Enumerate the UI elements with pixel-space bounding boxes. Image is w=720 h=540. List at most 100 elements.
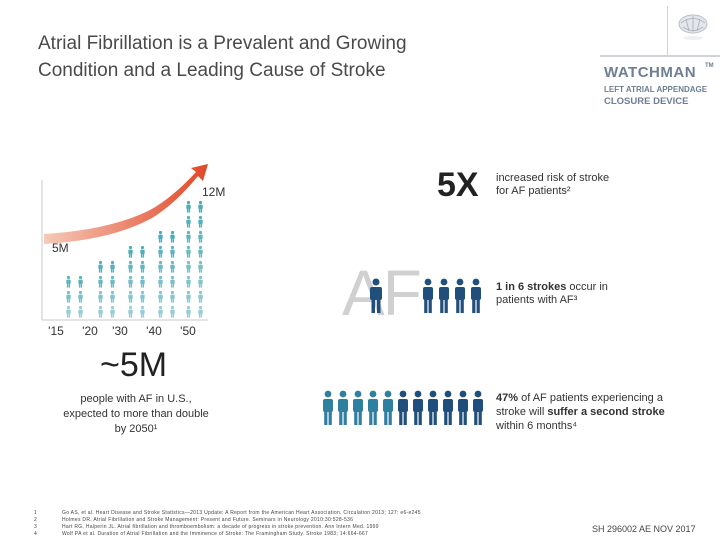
chart-person-icon: [128, 275, 133, 288]
brand-rule: [600, 55, 720, 57]
chart-person-icon: [186, 245, 191, 258]
annotation-12m: 12M: [202, 185, 225, 199]
chart-person-icon: [140, 305, 145, 318]
chart-person-icon: [170, 305, 175, 318]
risk-headline: 5X: [437, 166, 479, 204]
prevalence-description: people with AF in U.S., expected to more…: [56, 392, 216, 437]
chart-person-icon: [186, 215, 191, 228]
chart-person-icon: [198, 305, 203, 318]
chart-person-icon: [110, 275, 115, 288]
chart-person-icon: [170, 275, 175, 288]
chart-person-icon: [110, 290, 115, 303]
chart-person-icon: [186, 230, 191, 243]
trend-arrow: [44, 164, 208, 244]
x-tick-label: '15: [48, 324, 64, 338]
person-icon: [473, 390, 483, 425]
x-tick-label: '50: [180, 324, 196, 338]
chart-person-icon: [110, 260, 115, 273]
footnote-1: Go AS, et al. Heart Disease and Stroke S…: [62, 510, 421, 516]
brand-trademark: TM: [705, 63, 714, 69]
footnote-number-2: 2: [34, 517, 37, 523]
chart-person-icon: [66, 305, 71, 318]
brand-subtitle-1: LEFT ATRIAL APPENDAGE: [604, 85, 708, 94]
chart-person-icon: [158, 245, 163, 258]
second-stroke-line-2-pre: stroke will: [496, 406, 548, 418]
footnote-3: Hart RG, Halperin JL. Atrial fibrillatio…: [62, 524, 379, 530]
person-icon: [368, 390, 378, 425]
chart-person-icon: [158, 260, 163, 273]
chart-person-icon: [98, 305, 103, 318]
footnote-4: Wolf PA et al. Duration of Atrial Fibril…: [62, 531, 369, 537]
chart-person-icon: [198, 215, 203, 228]
af-person-icon: [370, 278, 382, 313]
footnote-number-1: 1: [34, 510, 37, 516]
chart-person-icon: [158, 305, 163, 318]
person-icon: [383, 390, 393, 425]
person-icon: [423, 278, 433, 313]
chart-person-icon: [186, 275, 191, 288]
chart-person-icon: [198, 200, 203, 213]
x-tick-label: '30: [112, 324, 128, 338]
chart-person-icon: [98, 260, 103, 273]
person-icon: [455, 278, 465, 313]
chart-person-icon: [158, 290, 163, 303]
chart-person-icon: [186, 200, 191, 213]
af-patients-icon-row: [423, 278, 481, 313]
brand-subtitle-2: CLOSURE DEVICE: [604, 96, 689, 107]
prevalence-line-1: people with AF in U.S.,: [80, 393, 192, 405]
prevalence-line-2: expected to more than double: [63, 408, 209, 420]
risk-line-1: increased risk of stroke: [496, 172, 610, 184]
one-in-six-rest: occur in: [566, 281, 608, 293]
page-title: Atrial Fibrillation is a Prevalent and G…: [38, 30, 518, 84]
chart-person-icon: [198, 230, 203, 243]
chart-person-icon: [186, 305, 191, 318]
chart-person-icon: [186, 260, 191, 273]
chart-person-icon: [170, 230, 175, 243]
chart-person-icon: [128, 305, 133, 318]
chart-person-icon: [198, 260, 203, 273]
person-icon: [443, 390, 453, 425]
x-tick-label: '20: [82, 324, 98, 338]
prevalence-line-3: by 2050¹: [114, 423, 158, 435]
second-stroke-line-2-bold: suffer a second stroke: [547, 406, 665, 418]
chart-person-icon: [198, 290, 203, 303]
chart-person-icon: [140, 245, 145, 258]
footnote-number-3: 3: [34, 524, 37, 530]
chart-person-icon: [158, 275, 163, 288]
risk-line-2: for AF patients²: [496, 185, 571, 197]
person-icon: [323, 390, 333, 425]
person-icon: [471, 278, 481, 313]
brand-vertical-rule: [667, 6, 668, 56]
chart-person-icon: [110, 305, 115, 318]
chart-person-icon: [78, 305, 83, 318]
chart-person-icon: [198, 275, 203, 288]
title-line-2: Condition and a Leading Cause of Stroke: [38, 60, 386, 81]
footnote-2: Holmes DR. Atrial Fibrillation and Strok…: [62, 517, 354, 523]
second-stroke-line-1: of AF patients experiencing a: [518, 392, 663, 404]
chart-person-icon: [198, 245, 203, 258]
footnote-number-4: 4: [34, 531, 37, 537]
chart-person-icon: [98, 275, 103, 288]
person-icon: [398, 390, 408, 425]
x-axis-ticks: '15 '20 '30 '40 '50: [48, 324, 196, 338]
chart-person-icon: [98, 290, 103, 303]
chart-person-icon: [140, 275, 145, 288]
brand-name: WATCHMAN: [604, 64, 697, 81]
person-icon: [428, 390, 438, 425]
title-line-1: Atrial Fibrillation is a Prevalent and G…: [38, 33, 407, 54]
second-stroke-line-3: within 6 months⁴: [496, 420, 578, 432]
second-stroke-text: 47% of AF patients experiencing a stroke…: [496, 391, 696, 433]
chart-person-icon: [170, 260, 175, 273]
x-tick-label: '40: [146, 324, 162, 338]
device-logo-icon: [678, 14, 708, 40]
risk-description: increased risk of stroke for AF patients…: [496, 172, 656, 198]
chart-person-icon: [128, 290, 133, 303]
chart-person-icon: [66, 275, 71, 288]
chart-person-icon: [128, 260, 133, 273]
second-stroke-icon-row: [323, 390, 483, 425]
one-in-six-line-2: patients with AF³: [496, 294, 578, 306]
chart-person-icon: [66, 290, 71, 303]
chart-person-icon: [78, 290, 83, 303]
prevalence-headline: ~5M: [100, 346, 168, 384]
chart-person-icon: [140, 290, 145, 303]
